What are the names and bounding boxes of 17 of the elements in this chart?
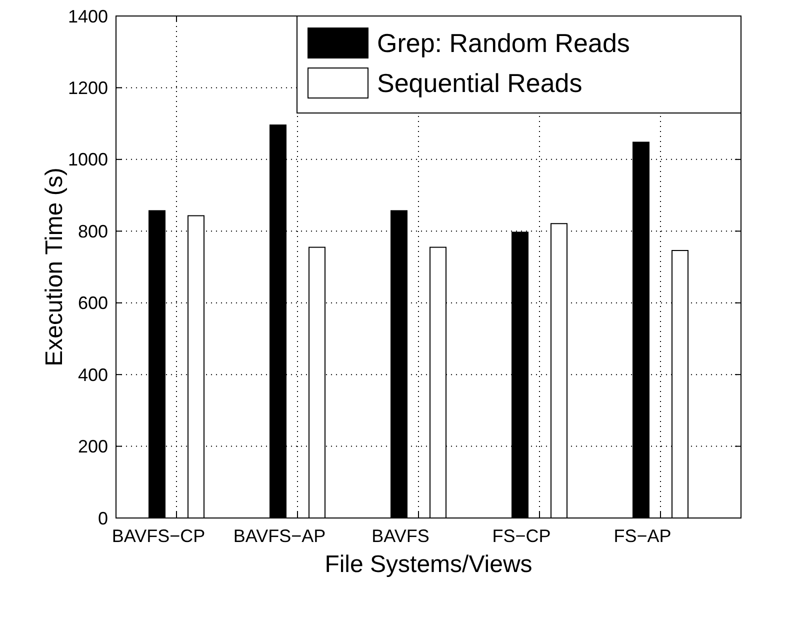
x-axis-title: File Systems/Views — [324, 551, 532, 578]
y-tick-label: 200 — [78, 436, 108, 457]
x-tick-label: BAVFS — [372, 526, 430, 546]
legend-label: Sequential Reads — [377, 68, 582, 98]
y-tick-label: 400 — [78, 364, 108, 385]
legend-label: Grep: Random Reads — [377, 28, 630, 58]
y-tick-label: 600 — [78, 293, 108, 314]
x-tick-label: BAVFS−AP — [233, 526, 326, 546]
y-tick-label: 1200 — [68, 78, 108, 98]
x-tick-label: BAVFS−CP — [112, 526, 206, 546]
y-axis-title: Execution Time (s) — [41, 168, 68, 366]
y-tick-label: 1000 — [68, 150, 108, 170]
x-tick-label: FS−CP — [492, 526, 551, 546]
y-tick-label: 800 — [78, 221, 108, 242]
x-tick-label: FS−AP — [614, 526, 672, 546]
y-tick-label: 1400 — [68, 6, 108, 26]
y-tick-label: 0 — [98, 508, 108, 528]
